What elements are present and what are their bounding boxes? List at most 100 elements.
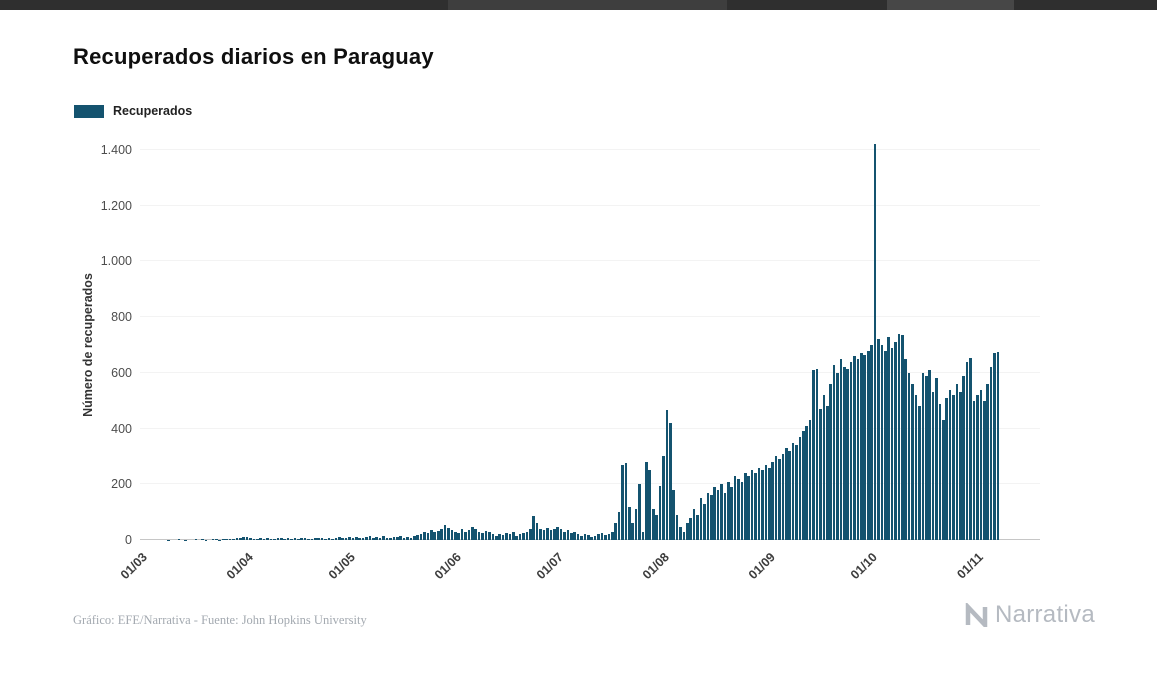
bar	[419, 533, 423, 540]
bar	[375, 536, 379, 540]
bar	[286, 537, 290, 540]
bar	[986, 384, 989, 540]
bar	[334, 538, 338, 540]
bar	[935, 378, 938, 540]
bar	[314, 538, 317, 540]
bar	[904, 358, 908, 540]
bar	[402, 537, 406, 540]
bar	[948, 389, 952, 540]
bar	[979, 389, 983, 540]
bar	[665, 410, 669, 540]
bar	[822, 395, 826, 540]
bar	[692, 509, 696, 540]
bar	[836, 372, 839, 540]
y-tick-label: 600	[111, 365, 132, 380]
bar	[389, 537, 392, 540]
bar	[358, 537, 362, 540]
bar	[344, 537, 348, 540]
bar	[709, 495, 713, 540]
bar	[962, 375, 966, 540]
bar	[839, 358, 843, 540]
bar	[580, 535, 583, 540]
bar	[443, 524, 447, 540]
bar	[303, 537, 307, 540]
y-tick-label: 200	[111, 477, 132, 492]
x-tick-label: 01/10	[848, 550, 881, 583]
bar	[511, 532, 515, 540]
bar	[252, 538, 256, 540]
bar	[761, 470, 764, 540]
bar	[866, 350, 870, 540]
bar	[624, 463, 628, 540]
bar	[457, 533, 460, 540]
bar	[894, 342, 897, 540]
bar	[361, 538, 365, 540]
x-tick-label: 01/06	[431, 550, 464, 583]
bar	[430, 530, 433, 540]
bar	[310, 539, 314, 540]
bar	[955, 384, 959, 540]
bar	[959, 392, 962, 540]
bar	[651, 509, 655, 540]
bar	[515, 535, 518, 540]
chrome-strip-segment	[887, 0, 1014, 10]
bar	[870, 345, 873, 540]
bar	[641, 531, 645, 540]
bar	[409, 537, 413, 540]
bar	[416, 535, 420, 540]
bar	[498, 533, 501, 540]
bar	[474, 529, 478, 540]
bar	[686, 523, 689, 540]
bar	[617, 512, 621, 540]
y-tick-label: 400	[111, 421, 132, 436]
narrativa-logo: Narrativa	[964, 601, 1095, 629]
bar	[703, 503, 706, 540]
bar	[559, 529, 563, 540]
bar	[883, 350, 887, 540]
bar	[969, 357, 972, 540]
bar	[355, 536, 358, 540]
bar	[744, 473, 747, 540]
bar	[392, 536, 396, 540]
bar	[382, 536, 385, 540]
bar	[829, 384, 832, 540]
y-axis-tick-labels: 0 200 400 600 800 1.000 1.200 1.400	[58, 143, 132, 547]
bar	[337, 537, 341, 540]
bar	[471, 527, 474, 540]
bar	[938, 403, 942, 540]
bar	[825, 406, 829, 540]
bar	[628, 506, 631, 540]
bar	[423, 531, 426, 540]
gridline	[140, 316, 1040, 318]
bar	[406, 536, 409, 540]
bar	[614, 523, 617, 540]
gridline	[140, 204, 1040, 206]
bar	[522, 533, 525, 540]
chart-legend: Recuperados	[74, 104, 192, 118]
bar	[259, 538, 263, 540]
bar	[655, 514, 658, 540]
bar	[529, 528, 532, 540]
bar	[235, 538, 239, 540]
bar	[276, 537, 280, 540]
bar	[853, 356, 856, 540]
bar	[877, 339, 880, 540]
bar	[873, 144, 877, 540]
bar	[436, 531, 440, 540]
chrome-strip-segment	[448, 0, 727, 10]
bar	[849, 361, 853, 540]
bar	[307, 538, 310, 540]
bar	[583, 533, 587, 540]
bar	[689, 517, 693, 540]
bar	[911, 384, 914, 540]
bar	[668, 423, 672, 540]
bar	[593, 535, 597, 540]
x-tick-label: 01/03	[117, 550, 150, 583]
bar	[570, 533, 573, 540]
x-tick-label: 01/08	[639, 550, 672, 583]
bar	[679, 527, 682, 540]
bar	[706, 492, 710, 540]
bar	[774, 456, 778, 540]
x-axis-tick-labels: 01/03 01/04 01/05 01/06 01/07 01/08 01/09 01/10…	[118, 540, 1040, 600]
bar	[952, 395, 955, 540]
